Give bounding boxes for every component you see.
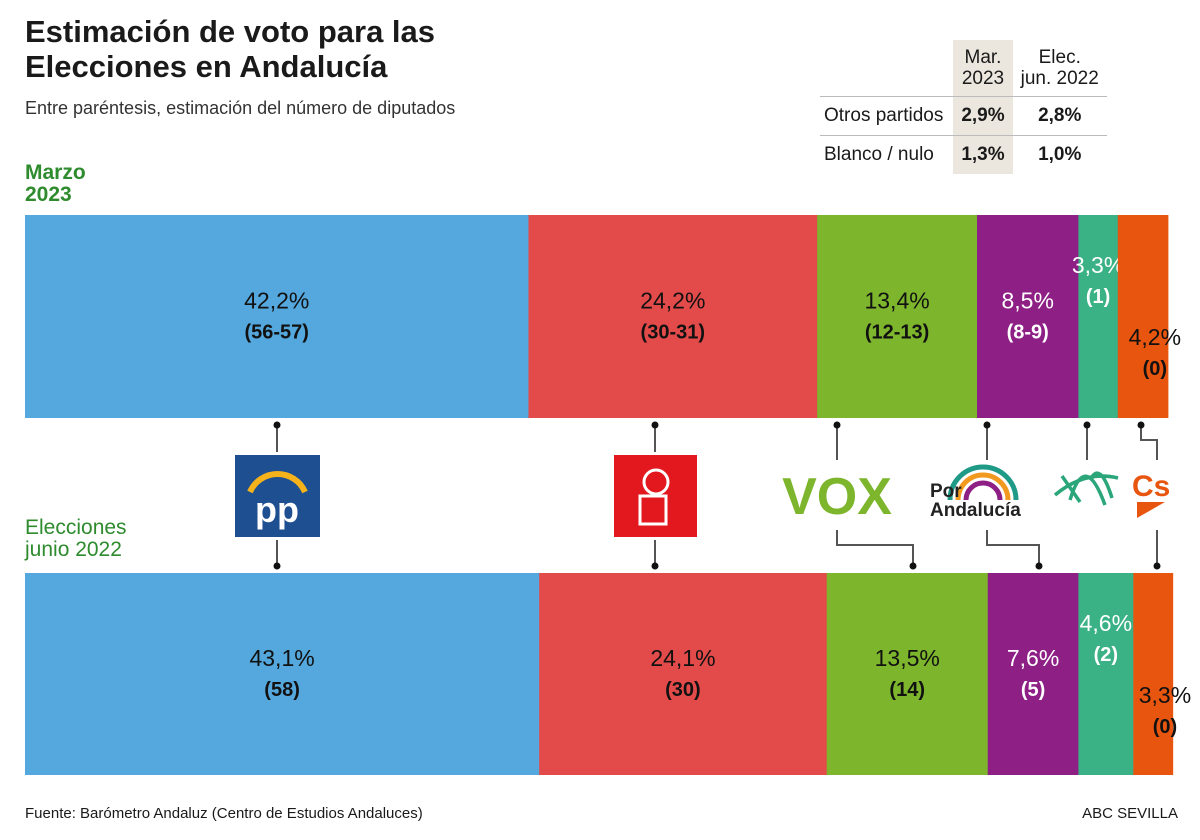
source-note: Fuente: Barómetro Andaluz (Centro de Est… <box>25 805 423 822</box>
bar-pp <box>25 215 529 418</box>
chart-title: Estimación de voto para las Elecciones e… <box>25 14 436 84</box>
value-label: 43,1% <box>249 645 314 671</box>
value-label: 4,2% <box>1129 324 1181 350</box>
seats-label: (5) <box>1021 679 1045 701</box>
value-label: 13,4% <box>864 288 929 314</box>
bar-psoe <box>539 573 828 775</box>
credit: ABC SEVILLA <box>1082 805 1178 822</box>
other-parties-table: Mar. 2023 Elec. jun. 2022 Otros partidos 2… <box>820 40 1107 174</box>
header-jun-2022: Elec. jun. 2022 <box>1020 47 1099 89</box>
cs-logo: Cs <box>1132 470 1170 518</box>
seats-label: (30-31) <box>641 322 705 344</box>
por-andalucia-logo: Por Andalucía <box>930 464 1021 521</box>
value-label: 42,2% <box>244 288 309 314</box>
seats-label: (30) <box>665 679 701 701</box>
chart-subtitle: Entre paréntesis, estimación del número … <box>25 98 456 118</box>
bar-adelante-andalucía <box>1078 573 1134 775</box>
svg-text:pp: pp <box>255 489 299 530</box>
value-label: 7,6% <box>1007 645 1059 671</box>
series-label-junio-2022: Elecciones junio 2022 <box>25 516 127 561</box>
seats-label: (12-13) <box>865 322 929 344</box>
value-label: 13,5% <box>875 645 940 671</box>
value-label: 3,3% <box>1072 252 1124 278</box>
connectors <box>276 425 1158 566</box>
bar-vox <box>817 215 978 418</box>
bar-psoe <box>528 215 818 418</box>
bar-adelante-andalucía <box>1078 215 1119 418</box>
seats-label: (14) <box>889 679 925 701</box>
svg-text:Por: Por <box>930 481 962 502</box>
bar-cs <box>1117 215 1169 418</box>
header-mar-2023: Mar. 2023 <box>953 40 1013 97</box>
bar-pp <box>25 573 540 775</box>
bar-por-andalucía <box>987 573 1079 775</box>
seats-label: (58) <box>264 679 300 701</box>
value-label: 24,1% <box>650 645 715 671</box>
psoe-logo <box>614 455 697 537</box>
vox-logo: VOX <box>782 468 892 526</box>
bar-vox <box>826 573 989 775</box>
value-label: 4,6% <box>1080 610 1132 636</box>
seats-label: (0) <box>1153 716 1177 738</box>
value-label: 3,3% <box>1139 682 1191 708</box>
table-row: Otros partidos 2,9% 2,8% <box>820 96 1107 136</box>
seats-label: (2) <box>1094 644 1118 666</box>
table-row: Blanco / nulo 1,3% 1,0% <box>820 135 1107 174</box>
seats-label: (0) <box>1143 358 1167 380</box>
seats-label: (8-9) <box>1007 322 1049 344</box>
bar-cs <box>1133 573 1174 775</box>
svg-text:Andalucía: Andalucía <box>930 500 1021 521</box>
value-label: 8,5% <box>1001 288 1053 314</box>
svg-text:Cs: Cs <box>1132 470 1170 503</box>
value-label: 24,2% <box>640 288 705 314</box>
seats-label: (1) <box>1086 286 1110 308</box>
adelante-andalucia-logo <box>1053 471 1119 506</box>
seats-label: (56-57) <box>244 322 308 344</box>
bar-por-andalucía <box>977 215 1079 418</box>
series-label-marzo-2023: Marzo 2023 <box>25 161 86 206</box>
pp-logo: pp <box>235 455 320 537</box>
